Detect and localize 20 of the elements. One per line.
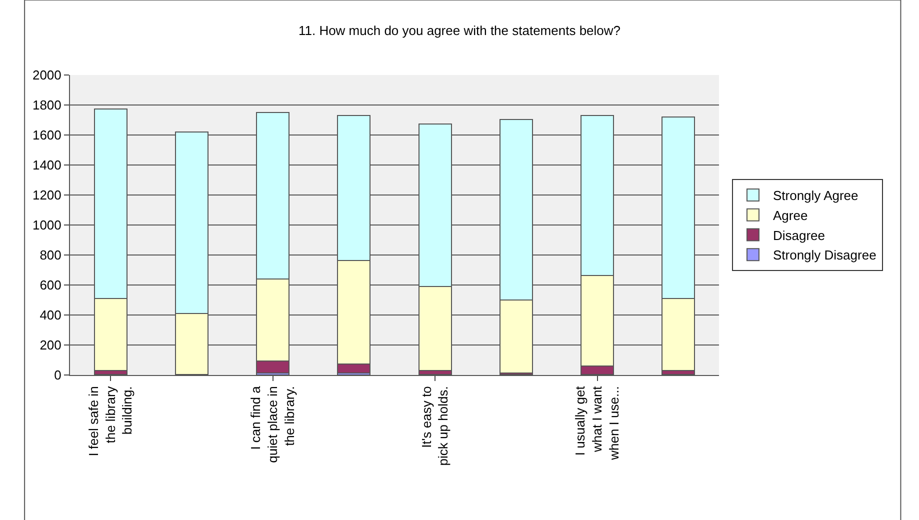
y-tick-label: 2000 <box>32 68 62 83</box>
legend-label: Strongly Agree <box>772 188 858 204</box>
y-tick-label: 600 <box>40 278 62 293</box>
x-tick-label: I can find a quiet place in the library. <box>248 385 297 463</box>
x-tick-label: I feel safe in the library building. <box>86 386 135 456</box>
y-tick-label: 200 <box>40 338 62 353</box>
legend-label: Strongly Disagree <box>772 248 876 263</box>
y-tick-label: 1200 <box>32 188 62 203</box>
y-tick-label: 1600 <box>32 128 62 143</box>
legend-label: Agree <box>772 208 808 223</box>
y-tick-label: 1800 <box>32 98 62 113</box>
y-tick-label: 800 <box>40 248 62 263</box>
x-tick-label: It's easy to pick up holds. <box>418 386 451 466</box>
y-tick-label: 1000 <box>32 218 62 233</box>
legend-label: Disagree <box>772 228 826 243</box>
chart-title: 11. How much do you agree with the statements below? <box>298 23 621 38</box>
y-tick-label: 400 <box>40 308 62 323</box>
y-tick-label: 0 <box>54 368 62 383</box>
x-tick-label: I usually get what I want when I use... <box>572 386 622 461</box>
y-tick-label: 1400 <box>32 158 62 173</box>
